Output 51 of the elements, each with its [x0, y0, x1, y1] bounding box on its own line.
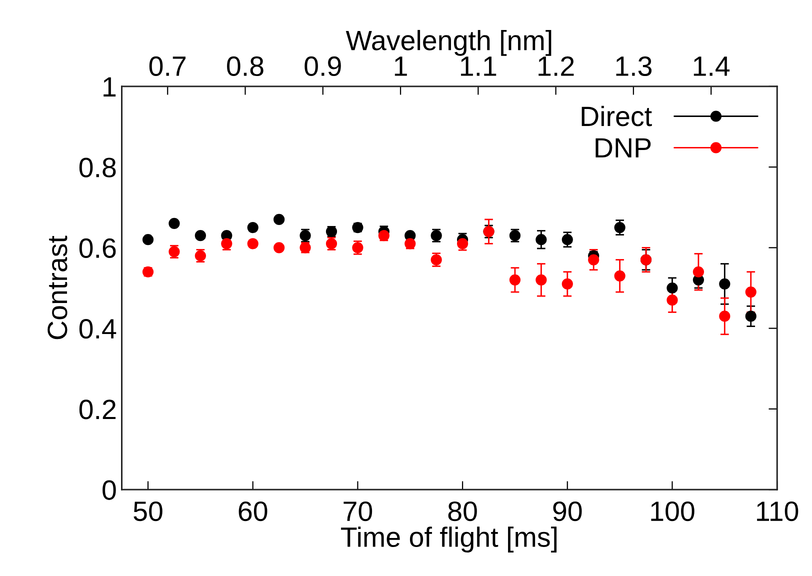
point: [300, 230, 311, 242]
y-axis-title: Contrast: [48, 236, 68, 340]
x-tick-label: 60: [238, 501, 268, 522]
y-tick-label: 0: [102, 480, 116, 500]
x-tick-label: 90: [553, 501, 582, 522]
y-tick-label: 1: [104, 77, 116, 96]
x-tick-label: 100: [651, 501, 694, 522]
x2-tick-label: 1.2: [538, 56, 574, 76]
x2-tick-label: 0.9: [304, 56, 341, 76]
x2-tick-label: 0.7: [149, 56, 186, 76]
point: [692, 266, 704, 278]
point: [247, 222, 258, 234]
point: [274, 242, 285, 254]
y-tick-label: 0.8: [79, 158, 116, 178]
legend-label: Direct: [582, 106, 652, 126]
point: [562, 278, 573, 290]
y-tick-label: 0.6: [79, 238, 116, 258]
x2-axis-title: Wavelength [nm]: [346, 30, 552, 56]
x2-tick-label: 1: [394, 56, 407, 76]
x-tick-label: 70: [344, 501, 372, 522]
x2-tick-label: 0.8: [227, 56, 264, 76]
point: [719, 278, 730, 290]
x2-tick-label: 1.4: [694, 56, 730, 76]
point: [614, 270, 626, 282]
legend-label: DNP: [596, 138, 651, 158]
point: [562, 234, 573, 246]
point: [588, 254, 600, 266]
x-tick-label: 110: [757, 501, 798, 522]
y-tick-label: 0.4: [79, 318, 116, 339]
point: [719, 310, 730, 322]
y-tick-label: 0.2: [79, 400, 116, 420]
point: [221, 238, 232, 250]
point: [745, 286, 756, 298]
point: [142, 234, 154, 246]
point: [247, 238, 258, 250]
point: [666, 282, 678, 294]
point: [378, 230, 390, 242]
x2-tick-label: 1.3: [616, 56, 652, 76]
point: [168, 218, 180, 230]
x-axis-title: Time of flight [ms]: [341, 526, 557, 552]
x-tick-label: 50: [134, 501, 162, 522]
point: [666, 294, 678, 306]
point: [536, 274, 547, 286]
x-tick-label: 80: [448, 501, 477, 522]
point: [274, 214, 285, 226]
point: [194, 230, 206, 242]
point: [509, 274, 521, 286]
x2-tick-label: 1.1: [460, 56, 496, 76]
point: [326, 238, 338, 250]
point: [745, 310, 756, 322]
point: [536, 234, 547, 246]
